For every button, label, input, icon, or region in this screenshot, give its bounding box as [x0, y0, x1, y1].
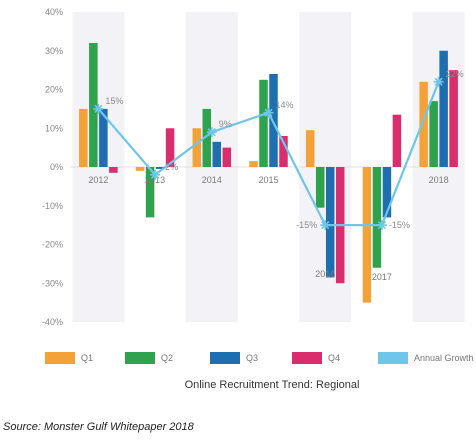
annual-growth-line: 15% -2% 9% 14% -15% -15% 22%: [93, 69, 464, 231]
annual-growth-point: [93, 103, 104, 114]
y-tick-label: -30%: [42, 278, 63, 288]
bar-q1-2017: [362, 167, 372, 303]
annual-growth-label: -2%: [162, 162, 178, 172]
legend-label: Q3: [246, 353, 258, 363]
bar-q2-2012: [89, 43, 98, 167]
bar-q1-2012: [79, 108, 88, 167]
y-tick-label: 10%: [45, 123, 63, 133]
bars: [79, 43, 458, 303]
chart-title: Online Recruitment Trend: Regional: [185, 379, 360, 391]
bar-q4-2013: [165, 128, 175, 167]
annual-growth-point: [206, 127, 217, 138]
y-tick-label: 20%: [45, 85, 63, 95]
bar-q3-2016: [325, 167, 335, 278]
bar-q1-2013: [135, 167, 145, 171]
bar-q3-2012: [99, 108, 108, 167]
bar-q2-2017: [372, 167, 382, 268]
bar-q1-2016: [305, 130, 315, 167]
source-note: Source: Monster Gulf Whitepaper 2018: [3, 421, 194, 433]
legend-swatch: [378, 352, 408, 364]
legend-item-q2: Q2: [125, 352, 173, 364]
category-label-2017: 2017: [372, 272, 392, 282]
bar-q4-2017: [392, 114, 402, 167]
bar-q2-2016: [315, 167, 325, 208]
y-tick-label: -40%: [42, 317, 63, 327]
bar-q2-2013: [145, 167, 155, 218]
annual-growth-label: -15%: [296, 220, 317, 230]
category-label-2012: 2012: [88, 175, 108, 185]
bar-q2-2015: [259, 79, 268, 167]
bar-q4-2015: [279, 136, 288, 167]
category-label-2016: 2016: [315, 269, 335, 279]
annual-growth-label: 14%: [276, 100, 294, 110]
legend-swatch: [292, 352, 322, 364]
bar-q3-2018: [439, 50, 448, 167]
category-label-2015: 2015: [258, 175, 278, 185]
bar-q1-2015: [249, 161, 258, 167]
bar-q4-2018: [449, 70, 458, 167]
legend-label: Annual Growth: [414, 353, 474, 363]
legend-label: Q1: [81, 353, 93, 363]
legend-item-q4: Q4: [292, 352, 340, 364]
bar-q1-2018: [419, 81, 428, 167]
y-tick-label: 40%: [45, 7, 63, 17]
annual-growth-point: [263, 107, 274, 118]
bar-q4-2014: [222, 147, 232, 167]
legend-swatch: [125, 352, 155, 364]
category-label-2013: 2013: [145, 175, 165, 185]
legend-item-q3: Q3: [210, 352, 258, 364]
annual-growth-point: [320, 220, 331, 231]
y-tick-label: -10%: [42, 201, 63, 211]
bar-q3-2013: [155, 167, 165, 169]
bar-q4-2012: [109, 167, 118, 173]
annual-growth-point: [433, 76, 444, 87]
annual-growth-label: 22%: [446, 69, 464, 79]
annual-growth-label: 9%: [219, 119, 232, 129]
y-tick-label: 30%: [45, 46, 63, 56]
annual-growth-point: [376, 220, 387, 231]
annual-growth-label: 15%: [105, 96, 123, 106]
bar-q3-2017: [382, 167, 392, 218]
bar-q1-2014: [192, 128, 202, 167]
bar-q2-2014: [202, 108, 212, 167]
annual-growth-label: -15%: [389, 220, 410, 230]
bar-q3-2014: [212, 141, 222, 167]
y-tick-label: 0%: [50, 162, 63, 172]
category-label-2014: 2014: [202, 175, 222, 185]
legend-label: Q4: [328, 353, 340, 363]
legend-item-annual-growth: Annual Growth: [378, 352, 474, 364]
legend-label: Q2: [161, 353, 173, 363]
legend-item-q1: Q1: [45, 352, 93, 364]
category-label-2018: 2018: [429, 175, 449, 185]
legend-swatch: [210, 352, 240, 364]
category-labels: 2012 2013 2014 2015 2016 2017 2018: [88, 175, 448, 282]
annual-growth-point: [150, 169, 161, 180]
y-tick-label: -20%: [42, 240, 63, 250]
bar-q2-2018: [429, 101, 438, 167]
legend: Q1 Q2 Q3 Q4 Annual Growth: [45, 352, 474, 364]
legend-swatch: [45, 352, 75, 364]
